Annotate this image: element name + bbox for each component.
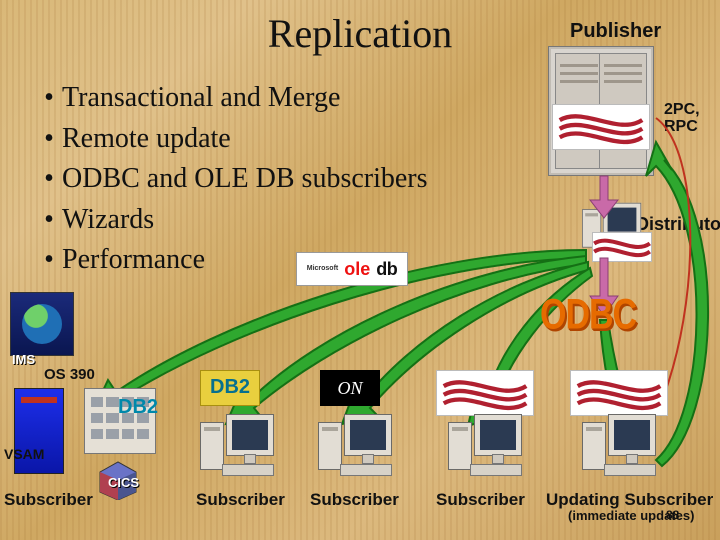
on-tile-icon: ON [320,370,380,406]
list-item: •Transactional and Merge [36,78,428,119]
ims-tile-icon [10,292,74,356]
cics-label: CICS [108,475,139,490]
subscriber-label: Subscriber [436,490,525,510]
subscriber-label: Subscriber [196,490,285,510]
vsam-label: VSAM [4,446,44,462]
page-number: 88 [666,508,679,522]
bullet-list: •Transactional and Merge •Remote update … [36,78,428,281]
subscriber-pc-icon [582,408,658,478]
db2-badge: DB2 [118,396,158,419]
list-item: •Wizards [36,200,428,241]
sqlserver-swoosh-icon [592,232,652,262]
subscriber-pc-icon [318,408,394,478]
odbc-text-icon: ODBC [540,291,636,340]
os390-label: OS 390 [44,366,95,383]
list-item: •ODBC and OLE DB subscribers [36,159,428,200]
twopc-label: 2PC,RPC [664,102,700,136]
sqlserver-swoosh-icon [552,104,650,150]
db2-badge: DB2 [210,376,250,399]
list-item: •Remote update [36,119,428,160]
updating-subscriber-label: Updating Subscriber [546,490,713,510]
subscriber-label: Subscriber [310,490,399,510]
subscriber-pc-icon [448,408,524,478]
subscriber-pc-icon [200,408,276,478]
publisher-label: Publisher [570,20,661,43]
subscriber-label: Subscriber [4,490,93,510]
oledb-logo-icon: Microsoft oledb [296,252,408,286]
ims-label: IMS [12,352,35,367]
